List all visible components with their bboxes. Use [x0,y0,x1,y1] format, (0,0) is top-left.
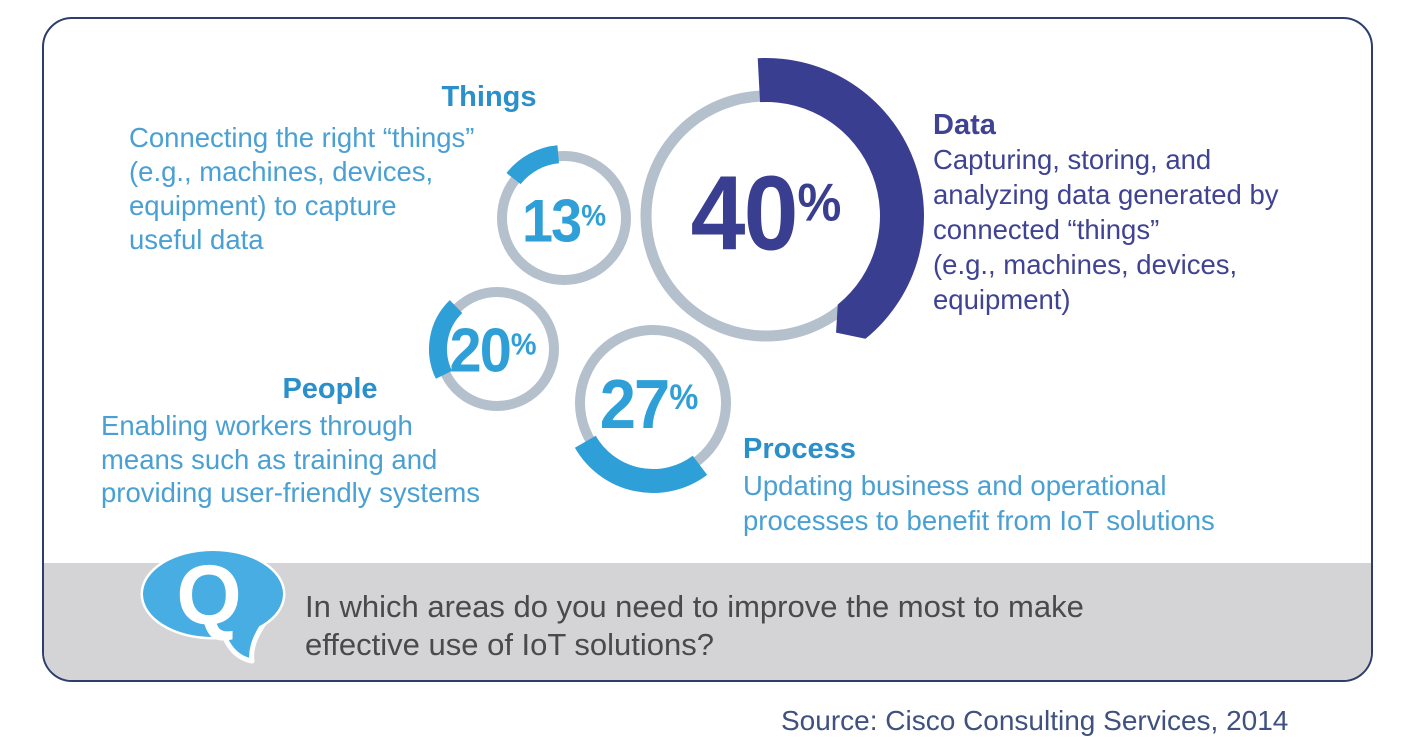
donut-ring [497,151,631,285]
process-percent-unit: % [669,377,699,417]
process-title: Process [743,433,856,465]
q-speech-bubble-icon: Q [140,548,286,664]
donut-value-arc [429,300,463,379]
data-percent-value: 40 [690,154,799,273]
process-description: Updating business and operational proces… [743,470,1215,536]
things-description: Connecting the right “things” (e.g., mac… [129,122,475,255]
donut-value-arc [757,58,924,339]
bubble-letter: Q [176,548,241,642]
bubble-fill [143,551,283,637]
data-percent-unit: % [797,173,842,233]
donut-value-arc [574,435,708,493]
source-text: Source: Cisco Consulting Services, 2014 [781,705,1289,736]
data-percent: 40% [691,154,842,275]
people-description: Enabling workers through means such as t… [101,410,481,508]
donut-things [497,145,631,285]
things-title: Things [441,81,537,113]
donut-people [429,287,559,411]
things-percent: 13% [522,187,606,256]
people-percent-unit: % [510,326,537,362]
donut-gauges [429,58,924,493]
things-percent-value: 13 [521,187,582,255]
people-title: People [282,373,378,405]
donut-data [640,58,924,342]
data-title: Data [933,109,996,141]
donut-value-arc [506,145,560,185]
things-percent-unit: % [581,199,607,232]
data-description: Capturing, storing, and analyzing data g… [933,144,1279,315]
process-percent: 27% [600,364,699,444]
question-text: In which areas do you need to improve th… [305,589,1084,662]
people-percent-value: 20 [449,316,512,386]
process-percent-value: 27 [599,365,671,443]
donut-process [574,325,731,493]
people-percent: 20% [450,316,537,387]
